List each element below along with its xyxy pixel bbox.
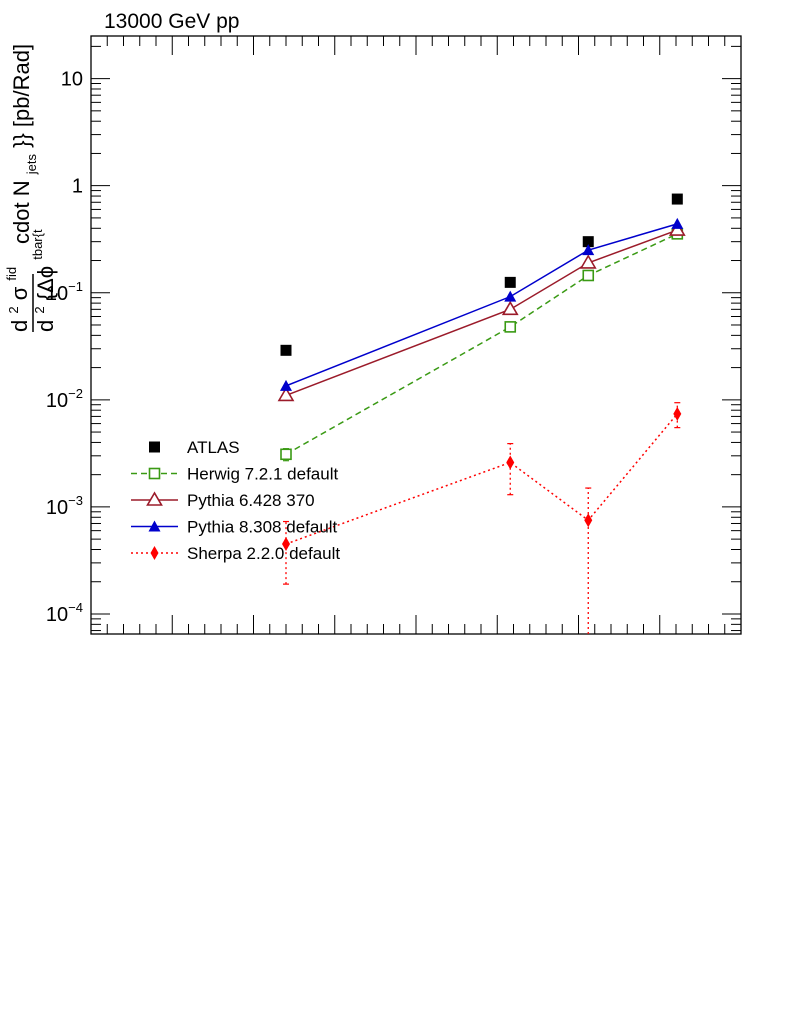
- series-4: [282, 402, 682, 634]
- series-line: [285, 413, 678, 545]
- data-point: [501, 300, 519, 316]
- legend-label: Sherpa 2.2.0 default: [187, 544, 340, 563]
- legend-label: Pythia 8.308 default: [187, 518, 338, 537]
- y-tick-label: 10−2: [46, 386, 83, 412]
- ylabel-den-d: d: [33, 320, 58, 332]
- data-point: [504, 321, 517, 333]
- y-axis-label: d 2 σ fid d 2 {Δϕ tbar{t cdot N jets }} …: [0, 44, 58, 332]
- ylabel-d: d: [7, 320, 32, 332]
- legend-entry-3: Pythia 8.308 default: [131, 518, 338, 537]
- data-point: [582, 244, 595, 256]
- data-point: [504, 276, 516, 288]
- data-point: [280, 379, 292, 391]
- svg-text:cdot N jets }} [pb: cdot N jets }} [pb/Rad]: [9, 44, 41, 244]
- data-point: [504, 290, 517, 302]
- legend-entry-1: Herwig 7.2.1 default: [131, 465, 338, 484]
- legend-label: Herwig 7.2.1 default: [187, 465, 338, 484]
- series-line: [285, 223, 678, 387]
- y-tick-label: 10−3: [46, 493, 83, 519]
- ylabel-fid: fid: [4, 267, 19, 281]
- legend-label: ATLAS: [187, 438, 240, 457]
- data-point: [673, 406, 682, 421]
- data-point: [671, 193, 683, 205]
- series-1: [280, 228, 684, 462]
- svg-text:d 2 σ fid: d 2 σ fid: [0, 267, 32, 332]
- data-point: [579, 254, 597, 269]
- series-0: [280, 193, 683, 356]
- ylabel-den-brace: {Δϕ: [33, 266, 58, 300]
- legend-marker: [150, 546, 159, 560]
- data-point: [280, 344, 292, 356]
- legend-marker: [148, 467, 161, 480]
- data-point: [280, 448, 292, 461]
- y-tick-label: 10: [61, 69, 83, 91]
- ylabel-tbar: tbar{t: [30, 229, 45, 260]
- legend-entry-4: Sherpa 2.2.0 default: [131, 544, 340, 563]
- svg-text:d 2 {Δϕ tbar: d 2 {Δϕ tbar{t: [24, 229, 58, 332]
- series-line: [285, 229, 678, 397]
- data-point: [668, 221, 686, 236]
- legend-marker: [149, 441, 160, 453]
- y-tick-label: 1: [72, 176, 83, 198]
- ylabel-cdot: cdot N: [9, 180, 34, 244]
- ylabel-d2: 2: [6, 306, 21, 313]
- chart-title: 13000 GeV pp: [104, 10, 239, 33]
- series-line: [285, 233, 678, 455]
- data-point: [282, 537, 290, 552]
- ylabel-tail: }} [pb/Rad]: [9, 44, 34, 148]
- legend-entry-2: Pythia 6.428 370: [131, 491, 315, 510]
- ylabel-den-2: 2: [32, 306, 47, 313]
- data-point: [584, 513, 593, 528]
- legend-entry-0: ATLAS: [149, 438, 240, 457]
- legend-marker: [148, 520, 161, 532]
- ylabel-sigma: σ: [7, 286, 32, 300]
- series-2: [277, 221, 686, 402]
- data-point: [582, 269, 595, 282]
- legend-marker: [146, 491, 163, 506]
- data-point: [506, 455, 515, 470]
- data-point: [671, 217, 684, 229]
- y-tick-label: 10−4: [46, 600, 83, 626]
- ylabel-jets: jets: [24, 154, 39, 176]
- y-tick-label: 10−1: [46, 279, 83, 305]
- legend-label: Pythia 6.428 370: [187, 491, 315, 510]
- data-point: [277, 386, 295, 402]
- series-3: [280, 217, 684, 391]
- data-point: [582, 236, 594, 248]
